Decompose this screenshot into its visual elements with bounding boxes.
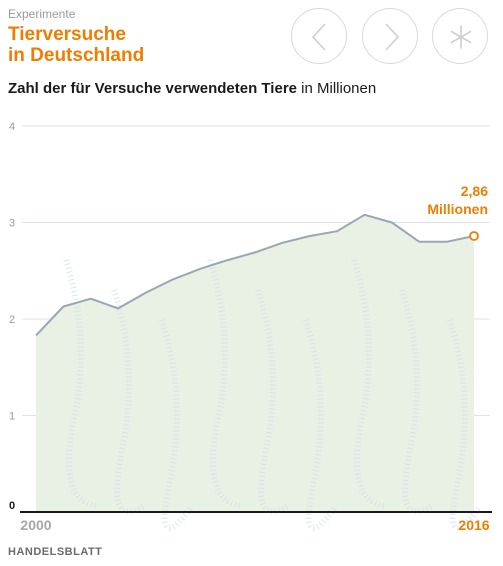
area-texture-stroke [399, 289, 434, 515]
y-tick-labels: 0 1 2 3 4 [9, 121, 15, 512]
y-tick-label: 4 [9, 121, 15, 133]
area-texture [63, 259, 483, 531]
page-title: Tierversuche in Deutschland [8, 24, 144, 66]
subtitle-unit: in Millionen [301, 80, 377, 97]
y-tick-label: 1 [9, 411, 15, 423]
area-chart: 0 1 2 3 4 2,86 Millionen 2000 2016 [9, 121, 492, 533]
title-line-2: in Deutschland [8, 45, 145, 66]
next-button[interactable] [362, 8, 418, 64]
x-tick-label-first: 2000 [20, 517, 51, 533]
y-tick-label: 0 [9, 500, 15, 512]
area-texture-stroke [255, 289, 290, 515]
menu-button[interactable] [432, 8, 488, 64]
area-texture-stroke [111, 289, 146, 515]
chart-subtitle: Zahl der für Versuche verwendeten Tiere … [8, 80, 376, 97]
series-area [36, 214, 474, 513]
subtitle-bold: Zahl der für Versuche verwendeten Tiere [8, 80, 297, 97]
y-tick-label: 2 [9, 314, 15, 326]
annotation-unit: Millionen [427, 201, 488, 217]
chevron-left-icon [311, 23, 326, 51]
title-line-1: Tierversuche [8, 24, 126, 45]
x-tick-label-last: 2016 [458, 517, 489, 533]
asterisk-icon [450, 25, 472, 49]
kicker: Experimente [8, 7, 76, 21]
source-credit: HANDELSBLATT [8, 546, 103, 558]
chevron-right-icon [385, 23, 400, 51]
series-line [35, 213, 475, 337]
prev-button[interactable] [291, 8, 347, 64]
last-point-marker [469, 231, 479, 241]
y-tick-label: 3 [9, 218, 15, 230]
annotation-value: 2,86 [461, 183, 488, 199]
